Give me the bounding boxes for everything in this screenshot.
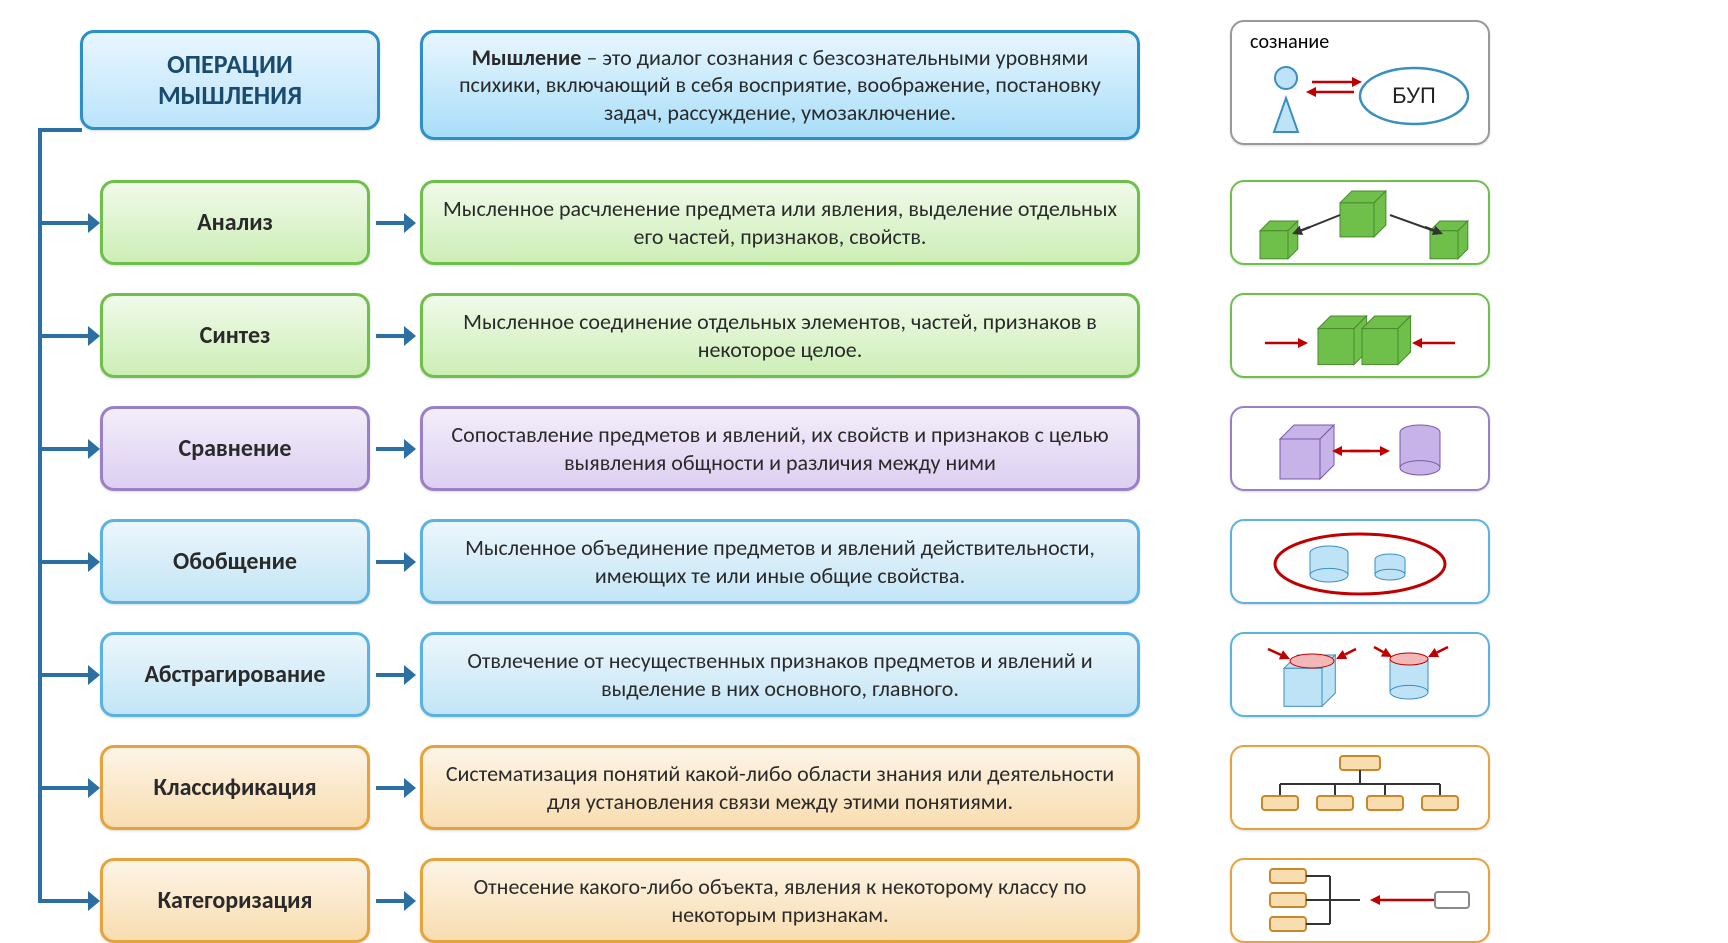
bup-label: БУП xyxy=(1392,83,1436,108)
operation-icon-compare xyxy=(1230,406,1490,491)
operation-label-text: Синтез xyxy=(200,321,271,350)
operation-label: Сравнение xyxy=(100,406,370,491)
operation-label: Классификация xyxy=(100,745,370,830)
title-line2: МЫШЛЕНИЯ xyxy=(158,80,302,111)
operation-desc-text: Мысленное соединение отдельных элементов… xyxy=(439,308,1121,363)
operation-icon-classify xyxy=(1230,745,1490,830)
corner-label: сознание xyxy=(1244,30,1476,54)
definition-box: Мышление – это диалог сознания с безсозн… xyxy=(420,30,1140,140)
operation-label: Синтез xyxy=(100,293,370,378)
title-box: ОПЕРАЦИИМЫШЛЕНИЯ xyxy=(80,30,380,130)
operation-icon-abstract xyxy=(1230,632,1490,717)
operation-icon-analysis xyxy=(1230,180,1490,265)
operation-label: Абстрагирование xyxy=(100,632,370,717)
operation-desc-text: Мысленное объединение предметов и явлени… xyxy=(439,534,1121,589)
operation-icon-generalize xyxy=(1230,519,1490,604)
operation-description: Мысленное расчленение предмета или явлен… xyxy=(420,180,1140,265)
operation-desc-text: Отвлечение от несущественных признаков п… xyxy=(439,647,1121,702)
operation-description: Сопоставление предметов и явлений, их св… xyxy=(420,406,1140,491)
operation-description: Мысленное соединение отдельных элементов… xyxy=(420,293,1140,378)
operation-label-text: Сравнение xyxy=(178,434,291,463)
operation-label-text: Обобщение xyxy=(173,547,297,576)
operation-description: Мысленное объединение предметов и явлени… xyxy=(420,519,1140,604)
operation-label: Анализ xyxy=(100,180,370,265)
operation-description: Отвлечение от несущественных признаков п… xyxy=(420,632,1140,717)
operation-label-text: Категоризация xyxy=(158,886,313,915)
operation-desc-text: Мысленное расчленение предмета или явлен… xyxy=(439,195,1121,250)
operation-description: Систематизация понятий какой-либо област… xyxy=(420,745,1140,830)
consciousness-icon: БУП xyxy=(1244,54,1480,140)
operation-label-text: Классификация xyxy=(153,773,316,802)
operation-desc-text: Отнесение какого-либо объекта, явления к… xyxy=(439,873,1121,928)
operation-label: Категоризация xyxy=(100,858,370,943)
operation-label-text: Анализ xyxy=(197,208,273,237)
corner-consciousness-box: сознание БУП xyxy=(1230,20,1490,145)
definition-bold: Мышление xyxy=(472,44,582,71)
operation-icon-synthesis xyxy=(1230,293,1490,378)
operation-label: Обобщение xyxy=(100,519,370,604)
operation-description: Отнесение какого-либо объекта, явления к… xyxy=(420,858,1140,943)
operation-label-text: Абстрагирование xyxy=(145,660,326,689)
operation-desc-text: Сопоставление предметов и явлений, их св… xyxy=(439,421,1121,476)
tree-trunk xyxy=(38,130,42,903)
title-line1: ОПЕРАЦИИ xyxy=(167,49,293,80)
operation-desc-text: Систематизация понятий какой-либо област… xyxy=(439,760,1121,815)
operation-icon-categorize xyxy=(1230,858,1490,943)
